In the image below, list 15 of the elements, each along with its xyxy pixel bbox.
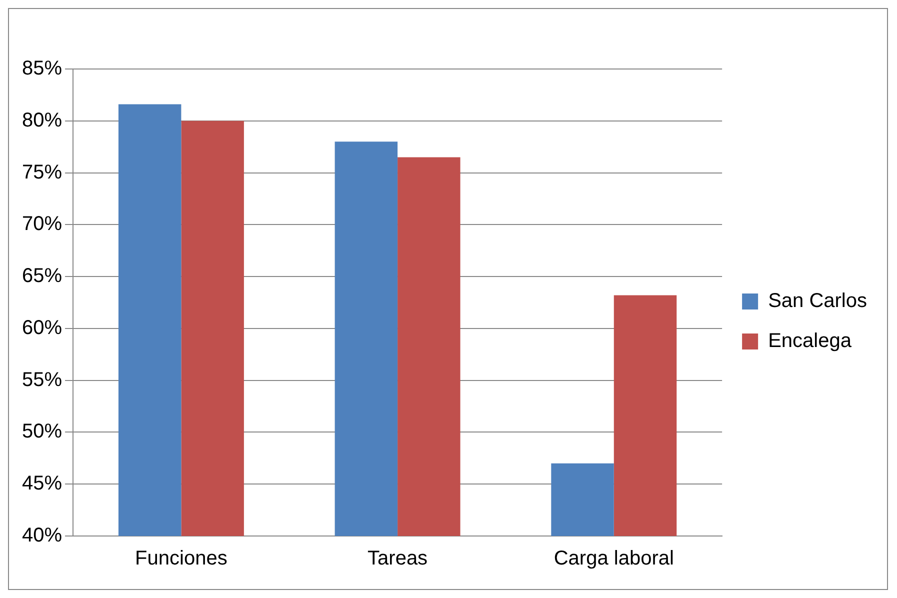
y-tick-label: 65% [22,265,62,288]
y-tick-label: 55% [22,368,62,391]
x-tick-label: Funciones [135,548,228,570]
x-tick-label: Tareas [368,548,428,570]
y-tick-label: 75% [22,161,62,184]
y-tick-label: 50% [22,420,62,443]
y-tick-label: 70% [22,213,62,236]
y-tick-label: 40% [22,524,62,547]
legend-label: Encalega [768,330,852,352]
legend-label: San Carlos [768,290,867,312]
y-tick-label: 60% [22,316,62,339]
y-tick-label: 85% [22,58,62,80]
y-tick-label: 45% [22,472,62,495]
x-tick-label: Carga laboral [554,548,674,570]
y-tick-label: 80% [22,109,62,132]
